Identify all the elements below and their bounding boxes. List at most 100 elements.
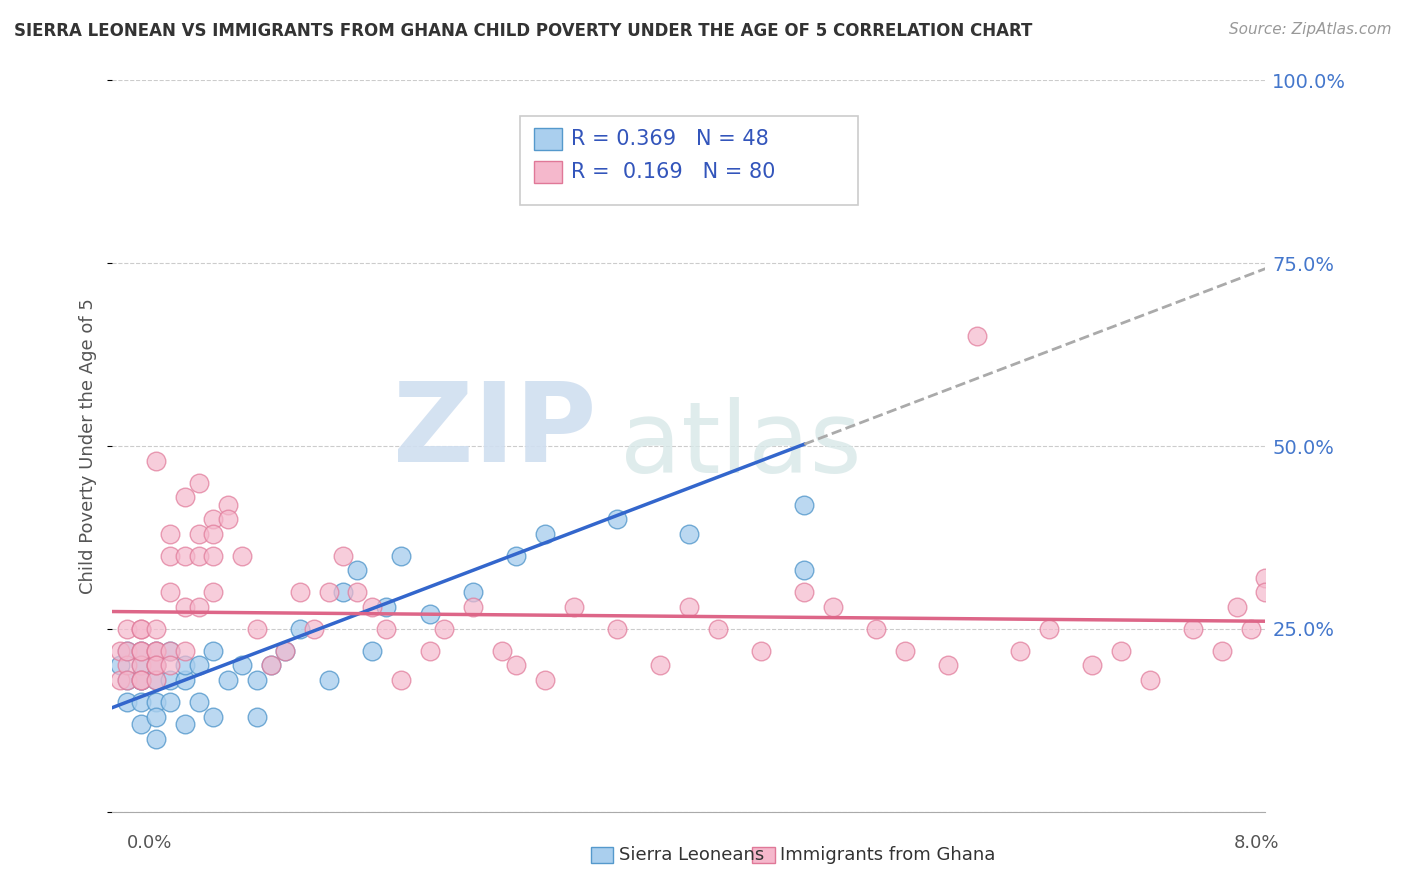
Point (173, 717, 195, 731)
Point (1240, 622, 1263, 636)
Point (1081, 658, 1104, 673)
Point (505, 549, 527, 563)
Point (246, 673, 269, 687)
Point (288, 622, 311, 636)
Point (274, 644, 297, 658)
Point (533, 673, 555, 687)
Point (115, 622, 138, 636)
Y-axis label: Child Poverty Under the Age of 5: Child Poverty Under the Age of 5 (79, 298, 97, 594)
Point (1254, 585, 1277, 599)
Point (491, 644, 513, 658)
Point (461, 599, 484, 614)
Text: Sierra Leoneans: Sierra Leoneans (619, 846, 763, 863)
Text: SIERRA LEONEAN VS IMMIGRANTS FROM GHANA CHILD POVERTY UNDER THE AGE OF 5 CORRELA: SIERRA LEONEAN VS IMMIGRANTS FROM GHANA … (14, 22, 1032, 40)
Point (749, 644, 772, 658)
Point (145, 644, 167, 658)
Point (145, 658, 167, 673)
Point (129, 644, 153, 658)
Point (115, 658, 138, 673)
Point (108, 644, 131, 658)
Text: Immigrants from Ghana: Immigrants from Ghana (780, 846, 995, 863)
Point (217, 673, 239, 687)
Point (145, 695, 167, 709)
Point (793, 498, 815, 512)
Point (678, 599, 700, 614)
Point (606, 622, 628, 636)
Point (938, 658, 960, 673)
Point (793, 563, 815, 577)
Point (159, 658, 181, 673)
Point (159, 549, 181, 563)
Point (260, 658, 283, 673)
Point (606, 512, 628, 526)
Point (129, 658, 153, 673)
Point (129, 717, 153, 731)
Point (173, 549, 195, 563)
Point (332, 549, 354, 563)
Point (159, 644, 181, 658)
Point (145, 673, 167, 687)
Point (346, 585, 368, 599)
Point (332, 585, 354, 599)
Point (129, 673, 153, 687)
Point (145, 709, 167, 723)
Point (419, 644, 441, 658)
Point (419, 607, 441, 622)
Point (115, 644, 138, 658)
Point (1226, 599, 1249, 614)
Point (707, 622, 730, 636)
Point (231, 549, 253, 563)
Point (793, 585, 815, 599)
Point (159, 526, 181, 541)
Point (129, 644, 153, 658)
Text: Source: ZipAtlas.com: Source: ZipAtlas.com (1229, 22, 1392, 37)
Point (173, 673, 195, 687)
Point (129, 622, 153, 636)
Point (894, 644, 917, 658)
Point (188, 695, 211, 709)
Point (173, 490, 195, 504)
Point (360, 644, 382, 658)
Text: R = 0.369   N = 48: R = 0.369 N = 48 (571, 129, 769, 149)
Point (108, 658, 131, 673)
Point (188, 549, 211, 563)
Point (360, 599, 382, 614)
Point (202, 644, 225, 658)
Point (173, 644, 195, 658)
Point (108, 673, 131, 687)
Point (260, 658, 283, 673)
Point (173, 658, 195, 673)
Point (115, 673, 138, 687)
Point (389, 549, 412, 563)
Point (202, 549, 225, 563)
Text: 8.0%: 8.0% (1234, 834, 1279, 852)
Point (648, 658, 672, 673)
Point (678, 526, 700, 541)
Point (159, 644, 181, 658)
Point (505, 658, 527, 673)
Point (389, 673, 412, 687)
Text: 0.0%: 0.0% (127, 834, 172, 852)
Point (202, 512, 225, 526)
Point (145, 673, 167, 687)
Point (288, 585, 311, 599)
Point (202, 709, 225, 723)
Point (821, 599, 844, 614)
Text: R =  0.169   N = 80: R = 0.169 N = 80 (571, 162, 775, 182)
Point (145, 658, 167, 673)
Point (375, 622, 398, 636)
Point (159, 673, 181, 687)
Text: ZIP: ZIP (394, 378, 596, 485)
Point (1182, 622, 1205, 636)
Point (173, 599, 195, 614)
Point (145, 622, 167, 636)
Point (274, 644, 297, 658)
Point (129, 622, 153, 636)
Text: atlas: atlas (620, 398, 862, 494)
Point (115, 644, 138, 658)
Point (115, 695, 138, 709)
Point (533, 526, 555, 541)
Point (318, 585, 340, 599)
Point (145, 731, 167, 746)
Point (1111, 644, 1133, 658)
